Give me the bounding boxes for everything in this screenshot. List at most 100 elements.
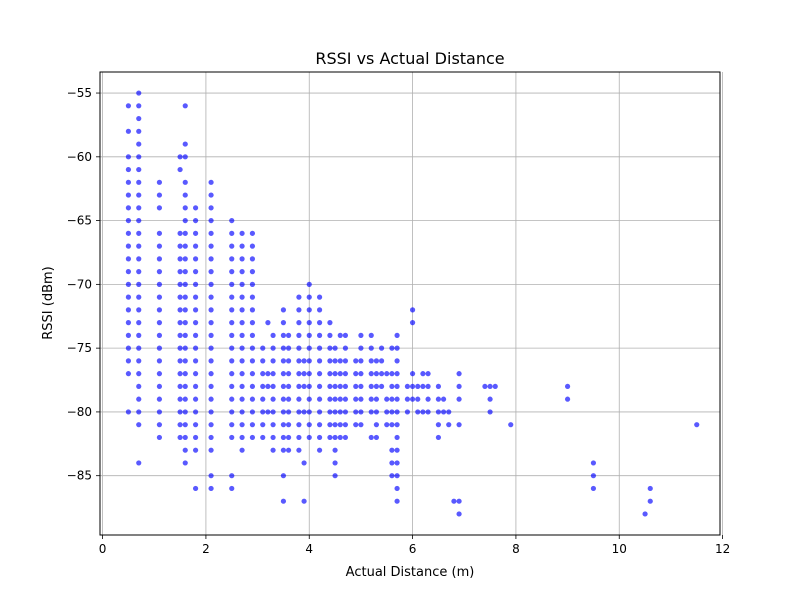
data-point xyxy=(136,345,142,351)
data-point xyxy=(239,281,245,287)
data-point xyxy=(182,383,188,390)
data-point xyxy=(306,332,312,338)
data-point xyxy=(332,358,338,364)
data-point xyxy=(260,409,266,415)
data-point xyxy=(182,243,188,249)
data-point xyxy=(125,345,132,351)
data-point xyxy=(296,332,302,338)
data-point xyxy=(373,434,380,441)
data-point xyxy=(182,345,188,351)
data-point xyxy=(337,332,343,338)
data-point xyxy=(358,396,364,402)
data-point xyxy=(239,409,245,415)
data-point xyxy=(337,409,343,415)
data-point xyxy=(332,434,338,441)
data-point xyxy=(136,383,142,390)
data-point xyxy=(332,447,338,453)
data-point xyxy=(229,358,235,364)
data-point xyxy=(327,345,333,351)
data-point xyxy=(260,396,266,402)
data-point xyxy=(425,409,431,415)
data-point xyxy=(249,396,256,402)
data-point xyxy=(156,294,163,300)
data-point xyxy=(564,396,571,402)
data-point xyxy=(192,485,199,492)
data-point xyxy=(192,332,199,338)
data-point xyxy=(373,396,380,402)
x-tick-label: 8 xyxy=(512,542,520,556)
data-point xyxy=(647,485,653,492)
data-point xyxy=(316,434,323,441)
data-point xyxy=(316,383,323,390)
data-point xyxy=(177,409,183,415)
data-point xyxy=(415,396,421,402)
data-point xyxy=(280,320,287,326)
data-point xyxy=(415,383,421,390)
data-point xyxy=(327,396,333,402)
data-point xyxy=(342,371,349,377)
data-point xyxy=(394,409,400,415)
data-point xyxy=(136,256,142,262)
data-point xyxy=(208,434,214,441)
data-point xyxy=(182,434,188,441)
data-point xyxy=(239,345,245,351)
data-point xyxy=(306,383,312,390)
data-point xyxy=(306,320,312,326)
data-point xyxy=(156,332,163,338)
y-tick-label: −75 xyxy=(67,341,92,355)
data-point xyxy=(270,396,276,402)
data-point xyxy=(394,371,400,377)
data-point xyxy=(394,498,400,504)
data-point xyxy=(192,269,199,275)
data-point xyxy=(389,371,395,377)
data-point xyxy=(456,511,462,517)
data-point xyxy=(192,396,199,402)
data-point xyxy=(378,383,385,390)
data-point xyxy=(136,269,142,275)
data-point xyxy=(182,371,188,377)
x-tick-label: 10 xyxy=(612,542,627,556)
data-point xyxy=(136,141,142,147)
data-point xyxy=(156,383,163,390)
x-tick-label: 6 xyxy=(409,542,417,556)
data-point xyxy=(136,307,142,313)
data-point xyxy=(394,383,400,390)
data-point xyxy=(182,332,188,338)
data-point xyxy=(280,422,287,428)
data-point xyxy=(280,396,287,402)
data-point xyxy=(177,230,183,236)
data-point xyxy=(249,409,256,415)
data-point xyxy=(285,434,292,441)
data-point xyxy=(296,434,302,441)
data-point xyxy=(136,422,142,428)
data-point xyxy=(353,371,359,377)
data-point xyxy=(249,269,256,275)
data-point xyxy=(337,371,343,377)
data-point xyxy=(125,269,132,275)
data-point xyxy=(182,320,188,326)
data-point xyxy=(280,498,287,504)
data-point xyxy=(332,371,338,377)
data-point xyxy=(373,358,380,364)
data-point xyxy=(384,422,390,428)
data-point xyxy=(208,371,214,377)
data-point xyxy=(125,371,132,377)
data-point xyxy=(260,358,266,364)
data-point xyxy=(285,345,292,351)
data-point xyxy=(177,371,183,377)
data-point xyxy=(368,358,374,364)
data-point xyxy=(125,217,132,224)
data-point xyxy=(285,332,292,338)
data-point xyxy=(306,358,312,364)
data-point xyxy=(192,434,199,441)
data-point xyxy=(136,332,142,338)
data-point xyxy=(249,358,256,364)
data-point xyxy=(182,396,188,402)
data-point xyxy=(192,358,199,364)
data-point xyxy=(306,294,312,300)
y-axis-label: RSSI (dBm) xyxy=(41,266,56,339)
y-axis-ticks: −85 −80 −75 −70 −65 −60 −55 xyxy=(67,86,100,483)
data-point xyxy=(177,345,183,351)
